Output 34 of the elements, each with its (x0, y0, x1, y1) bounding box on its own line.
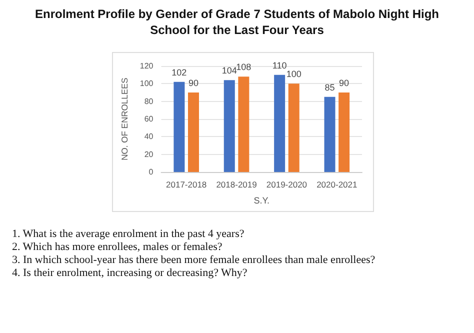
data-label: 100 (286, 69, 302, 80)
data-label: 110 (272, 60, 287, 70)
data-label: 90 (339, 78, 350, 88)
y-tick-label: 20 (144, 150, 154, 159)
bar (288, 84, 300, 172)
bar (174, 82, 185, 172)
y-tick-label: 100 (140, 79, 154, 88)
text: 3. In which school-year has there been more female enrollees than male enrollees? (12, 254, 376, 267)
y-tick-label: 120 (140, 62, 154, 70)
data-label: 102 (172, 67, 187, 78)
data-label: 108 (236, 62, 252, 72)
bar (274, 74, 286, 172)
bar (324, 96, 336, 172)
bar (224, 80, 235, 172)
chart-title: Enrolment Profile by Gender of Grade 7 Students of Mabolo Night High School for the Last Four Years (34, 6, 440, 38)
x-tick-label: 2020-2021 (316, 180, 358, 190)
data-label: 104 (222, 66, 237, 76)
bar (238, 76, 250, 172)
x-tick-label: 2018-2019 (216, 180, 258, 190)
y-tick-label: 40 (144, 132, 154, 142)
bar (338, 92, 350, 172)
bar (188, 92, 199, 172)
text: 2. Which has more enrollees, males or females? (12, 241, 224, 254)
text: 1. What is the average enrolment in the past 4 years? (12, 228, 246, 241)
y-axis-title: NO. OF ENROLLEES (120, 77, 130, 160)
x-axis-title: S.Y. (254, 196, 270, 206)
y-tick-label: 0 (148, 168, 154, 176)
y-tick-label: 80 (144, 96, 154, 106)
text: 4. Is their enrolment, increasing or decreasing? Why? (12, 267, 248, 280)
data-label: 85 (324, 82, 335, 92)
x-tick-label: 2017-2018 (166, 180, 207, 190)
y-tick-label: 60 (144, 114, 154, 124)
x-tick-label: 2019-2020 (266, 180, 308, 190)
data-label: 90 (188, 78, 198, 88)
